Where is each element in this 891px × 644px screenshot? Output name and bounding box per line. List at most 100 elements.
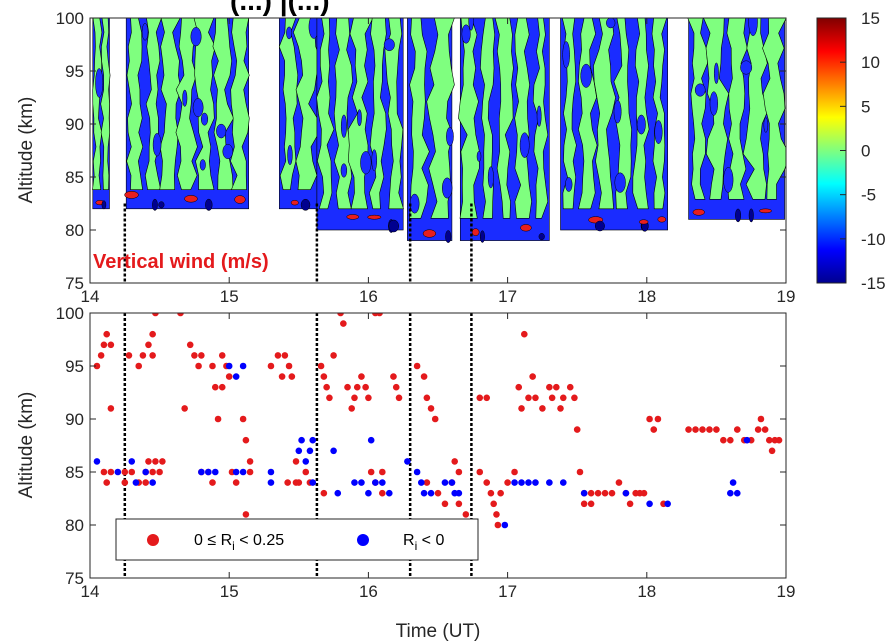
- point-positive-ri: [292, 458, 300, 465]
- point-positive-ri: [156, 468, 163, 476]
- point-positive-ri: [209, 479, 216, 486]
- point-negative-ri: [198, 468, 205, 476]
- wind-segment-base: [560, 18, 668, 231]
- top-panel: 75 80 85 90 95 100 14 15 16 17 18 19 Altitude (km)…: [16, 9, 795, 306]
- top-ytick-label: 100: [56, 9, 84, 28]
- point-positive-ri: [103, 330, 111, 338]
- point-positive-ri: [594, 489, 602, 497]
- bottom-y-axis-label: Altitude (km): [16, 392, 37, 499]
- top-ytick-label: 75: [65, 274, 84, 293]
- point-negative-ri: [559, 479, 567, 486]
- near-zero-region: [278, 18, 299, 190]
- strong-negative-cell: [594, 220, 605, 232]
- point-positive-ri: [103, 479, 111, 486]
- point-positive-ri: [209, 362, 216, 370]
- point-positive-ri: [320, 489, 328, 497]
- positive-cell: [367, 214, 382, 220]
- point-positive-ri: [267, 362, 275, 370]
- point-positive-ri: [288, 373, 296, 380]
- point-positive-ri: [546, 383, 553, 391]
- strong-negative-cell: [735, 208, 742, 223]
- negative-cell: [441, 177, 453, 199]
- point-negative-ri: [413, 468, 421, 476]
- bottom-xtick-label: 14: [81, 582, 100, 601]
- point-positive-ri: [392, 383, 400, 391]
- point-positive-ri: [768, 447, 776, 455]
- point-negative-ri: [298, 436, 305, 444]
- point-positive-ri: [413, 362, 421, 370]
- point-positive-ri: [225, 373, 233, 380]
- near-zero-region: [316, 18, 335, 210]
- near-zero-region: [230, 18, 250, 190]
- strong-negative-cell: [445, 230, 452, 243]
- point-positive-ri: [427, 405, 435, 412]
- negative-cell: [340, 114, 347, 138]
- point-positive-ri: [214, 415, 222, 423]
- near-zero-region: [175, 18, 200, 190]
- wind-segment: [560, 18, 668, 232]
- near-zero-region: [632, 18, 650, 210]
- point-positive-ri: [211, 383, 219, 391]
- positive-cell: [759, 208, 772, 214]
- point-positive-ri: [326, 394, 333, 402]
- wind-segment: [278, 18, 322, 211]
- point-positive-ri: [548, 394, 556, 402]
- point-positive-ri: [571, 394, 578, 402]
- negative-cell: [723, 167, 734, 193]
- point-negative-ri: [743, 436, 751, 444]
- wind-segment: [92, 18, 111, 210]
- negative-cell: [519, 132, 530, 158]
- point-positive-ri: [720, 436, 727, 444]
- colorbar-tick-label: 10: [861, 53, 880, 72]
- point-positive-ri: [145, 458, 152, 465]
- legend-box: [115, 518, 479, 561]
- near-zero-region: [100, 18, 111, 190]
- near-zero-region: [92, 18, 103, 190]
- point-negative-ri: [302, 458, 310, 465]
- point-positive-ri: [239, 415, 247, 423]
- point-positive-ri: [358, 373, 365, 380]
- point-negative-ri: [455, 489, 463, 497]
- strong-negative-cell: [152, 198, 158, 211]
- near-zero-region: [426, 18, 455, 219]
- point-positive-ri: [97, 352, 105, 359]
- wind-segment: [458, 18, 550, 243]
- point-positive-ri: [455, 500, 463, 508]
- positive-cell: [422, 229, 437, 238]
- top-xtick-label: 16: [359, 287, 378, 306]
- wind-segment: [316, 18, 404, 233]
- point-positive-ri: [100, 341, 108, 349]
- point-negative-ri: [379, 479, 386, 486]
- near-zero-region: [126, 18, 144, 190]
- point-positive-ri: [152, 313, 159, 317]
- point-negative-ri: [128, 458, 136, 465]
- near-zero-region: [514, 18, 532, 219]
- negative-cell: [190, 27, 202, 47]
- point-positive-ri: [285, 362, 293, 370]
- point-positive-ri: [483, 479, 491, 486]
- negative-cell: [614, 172, 626, 193]
- strong-negative-cell: [205, 198, 213, 211]
- point-negative-ri: [367, 436, 375, 444]
- colorbar: 15 10 5 0 -5 -10 -15: [816, 9, 886, 293]
- positive-cell: [657, 216, 667, 223]
- x-axis-label: Time (UT): [396, 621, 481, 642]
- point-positive-ri: [608, 489, 616, 497]
- negative-cell: [536, 105, 542, 127]
- colorbar-tick-label: 0: [861, 142, 870, 161]
- point-positive-ri: [107, 341, 115, 349]
- colorbar-tick-label: 15: [861, 9, 880, 28]
- negative-cell: [360, 151, 372, 175]
- point-positive-ri: [284, 479, 291, 486]
- point-negative-ri: [385, 489, 393, 497]
- point-positive-ri: [128, 468, 136, 476]
- negative-cell: [286, 26, 293, 40]
- negative-cell: [152, 133, 162, 157]
- point-negative-ri: [427, 489, 435, 497]
- point-positive-ri: [646, 415, 653, 423]
- positive-cell: [184, 195, 198, 203]
- point-positive-ri: [451, 458, 459, 465]
- near-zero-region: [651, 18, 668, 210]
- point-positive-ri: [483, 394, 491, 402]
